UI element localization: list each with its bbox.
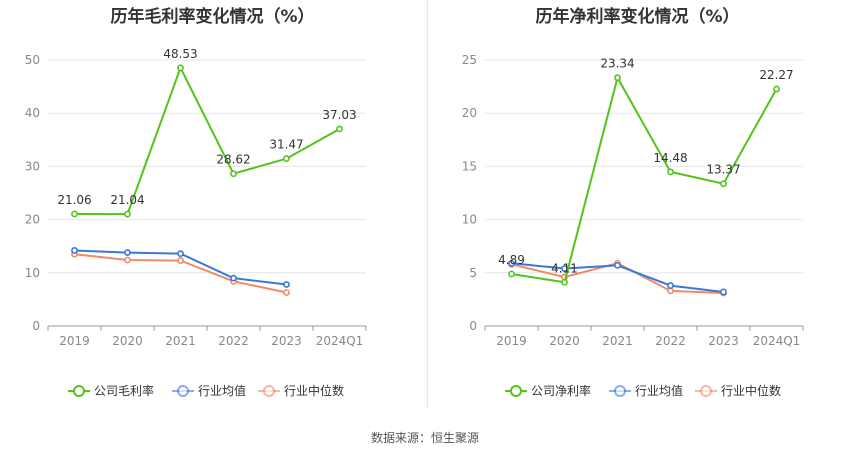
legend-label: 行业中位数 [721,384,782,398]
data-point [177,64,184,72]
legend: 公司毛利率 行业均值 行业中位数 [0,382,425,400]
x-tick-label: 2021 [602,334,633,348]
legend-label: 行业中位数 [284,384,345,398]
legend: 公司净利率 行业均值 行业中位数 [425,382,850,400]
legend-item[interactable]: 公司净利率 [505,382,591,399]
x-tick-label: 2024Q1 [753,334,801,348]
legend-swatch [695,384,717,397]
x-tick-label: 2022 [655,334,686,348]
data-label: 21.06 [57,193,91,207]
data-label: 37.03 [322,108,356,122]
data-point [283,281,290,288]
data-point [667,282,674,289]
data-label: 28.62 [216,153,250,167]
data-label: 48.53 [163,47,197,61]
chart-title: 历年净利率变化情况（%） [535,7,740,27]
data-point [720,288,727,296]
data-label: 23.34 [600,57,634,71]
net-margin-plot: 0 5 10 15 20 25 2019 2020 2021 2022 2023 2024Q1 4.89… [462,53,804,348]
y-tick-label: 10 [25,266,40,280]
net-margin-chart: 历年净利率变化情况（%） 0 5 10 15 20 25 2019 2020 2021 2022 2… [425,0,850,420]
x-tick-label: 2021 [165,334,196,348]
x-tick-label: 2019 [59,334,90,348]
data-point [177,257,184,264]
y-tick-label: 50 [25,53,40,67]
data-point [508,270,515,278]
x-tick-label: 2023 [271,334,302,348]
legend-label: 公司净利率 [531,384,592,398]
data-point [124,210,131,218]
data-point [614,261,621,269]
legend-item[interactable]: 行业均值 [172,382,246,399]
legend-item[interactable]: 公司毛利率 [68,382,154,399]
data-point [71,247,78,254]
data-point [283,155,290,162]
y-tick-label: 5 [469,266,477,280]
data-point [508,259,515,267]
series-line [511,75,778,284]
legend-swatch [609,384,631,397]
legend-swatch [258,384,280,397]
y-tick-label: 0 [469,319,477,333]
legend-item[interactable]: 行业中位数 [258,382,344,399]
y-tick-label: 0 [32,319,40,333]
data-label: 13.37 [706,163,740,177]
x-tick-label: 2020 [112,334,143,348]
data-label: 22.27 [759,68,793,82]
panel-divider [427,0,428,408]
data-point [230,274,237,282]
y-tick-label: 20 [25,213,40,227]
legend-item[interactable]: 行业均值 [609,382,683,399]
data-point [124,256,131,264]
legend-swatch [68,384,90,397]
legend-label: 行业均值 [198,384,247,398]
data-label: 4.11 [551,261,578,275]
data-point [667,287,674,295]
legend-item[interactable]: 行业中位数 [695,382,781,399]
legend-label: 行业均值 [635,384,684,398]
data-point [230,170,237,178]
data-point [561,278,568,286]
data-point [177,250,184,258]
data-point [773,85,780,93]
y-tick-label: 30 [25,159,40,173]
gross-margin-plot: 0 10 20 30 40 50 2019 2020 2021 2022 2023 2024Q1 21.… [25,47,367,348]
legend-swatch [505,384,527,397]
x-tick-label: 2020 [549,334,580,348]
y-tick-label: 15 [462,159,477,173]
data-point [71,210,78,218]
data-source: 数据来源：恒生聚源 [370,431,479,445]
data-label: 21.04 [110,193,144,207]
data-point [720,180,727,188]
y-tick-label: 20 [462,106,477,120]
y-tick-label: 10 [462,213,477,227]
data-label: 31.47 [269,138,303,152]
data-label: 4.89 [498,253,525,267]
legend-label: 公司毛利率 [94,384,155,398]
data-point [124,249,131,256]
data-point [614,74,621,82]
data-point [667,168,674,176]
x-tick-label: 2023 [708,334,739,348]
y-tick-label: 40 [25,106,40,120]
series-line [74,65,340,216]
y-tick-label: 25 [462,53,477,67]
data-point [336,125,343,133]
data-point [283,289,290,296]
data-label: 14.48 [653,151,687,165]
chart-title: 历年毛利率变化情况（%） [110,7,315,27]
x-tick-label: 2022 [218,334,249,348]
gross-margin-chart: 历年毛利率变化情况（%） 0 10 20 30 40 50 2019 2020 2021 2022… [0,0,425,420]
legend-swatch [172,384,194,397]
x-tick-label: 2024Q1 [316,334,364,348]
x-tick-label: 2019 [496,334,527,348]
